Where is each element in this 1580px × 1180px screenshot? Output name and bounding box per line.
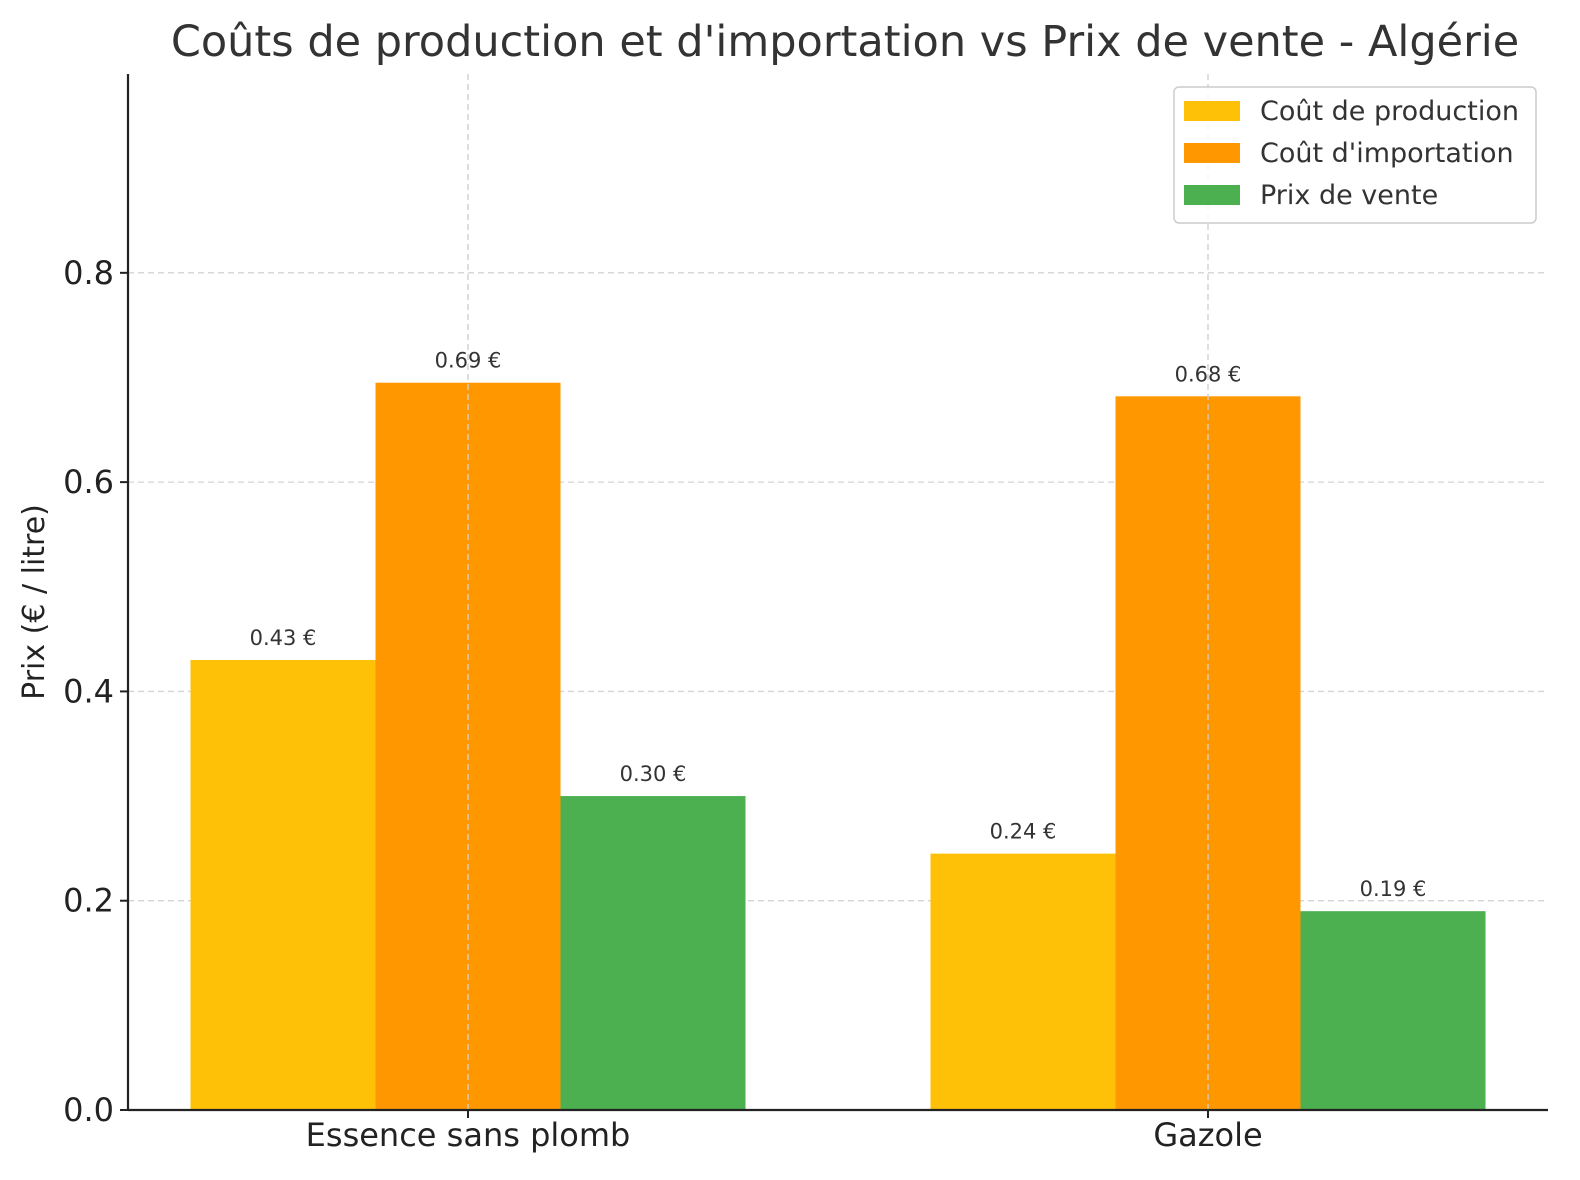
y-tick-label: 0.6 — [63, 463, 114, 501]
bar — [1115, 396, 1301, 1110]
bar — [930, 853, 1116, 1110]
bar-value-label: 0.24 € — [990, 820, 1057, 844]
x-tick-label: Essence sans plomb — [306, 1116, 631, 1154]
legend-label: Coût d'importation — [1260, 138, 1514, 169]
legend-swatch — [1184, 185, 1240, 205]
legend-swatch — [1184, 101, 1240, 121]
bar-value-label: 0.19 € — [1360, 877, 1427, 901]
y-axis-label: Prix (€ / litre) — [17, 504, 52, 700]
y-tick-label: 0.4 — [63, 672, 114, 710]
chart-title: Coûts de production et d'importation vs … — [171, 17, 1519, 67]
legend-box — [1173, 86, 1537, 224]
data-labels: 0.43 €0.69 €0.30 €0.24 €0.68 €0.19 € — [250, 74, 1427, 1110]
legend-label: Coût de production — [1260, 96, 1519, 127]
axes — [126, 74, 1548, 1112]
y-tick-label: 0.0 — [63, 1091, 114, 1129]
legend: Coût de production Coût d'importation Prix… — [1173, 86, 1537, 224]
bar-value-label: 0.43 € — [250, 626, 317, 650]
ticks: 0.0 0.2 0.4 0.6 0.8 Essence sans plomb Gazole — [63, 254, 1263, 1154]
y-tick-label: 0.8 — [63, 254, 114, 292]
legend-label: Prix de vente — [1260, 180, 1438, 211]
bar — [190, 660, 376, 1110]
bar — [1300, 911, 1486, 1110]
y-tick-label: 0.2 — [63, 882, 114, 920]
x-tick-label: Gazole — [1153, 1116, 1262, 1154]
bar-value-label: 0.30 € — [620, 762, 687, 786]
bar — [560, 796, 746, 1110]
legend-swatch — [1184, 143, 1240, 163]
bars — [190, 382, 1486, 1111]
